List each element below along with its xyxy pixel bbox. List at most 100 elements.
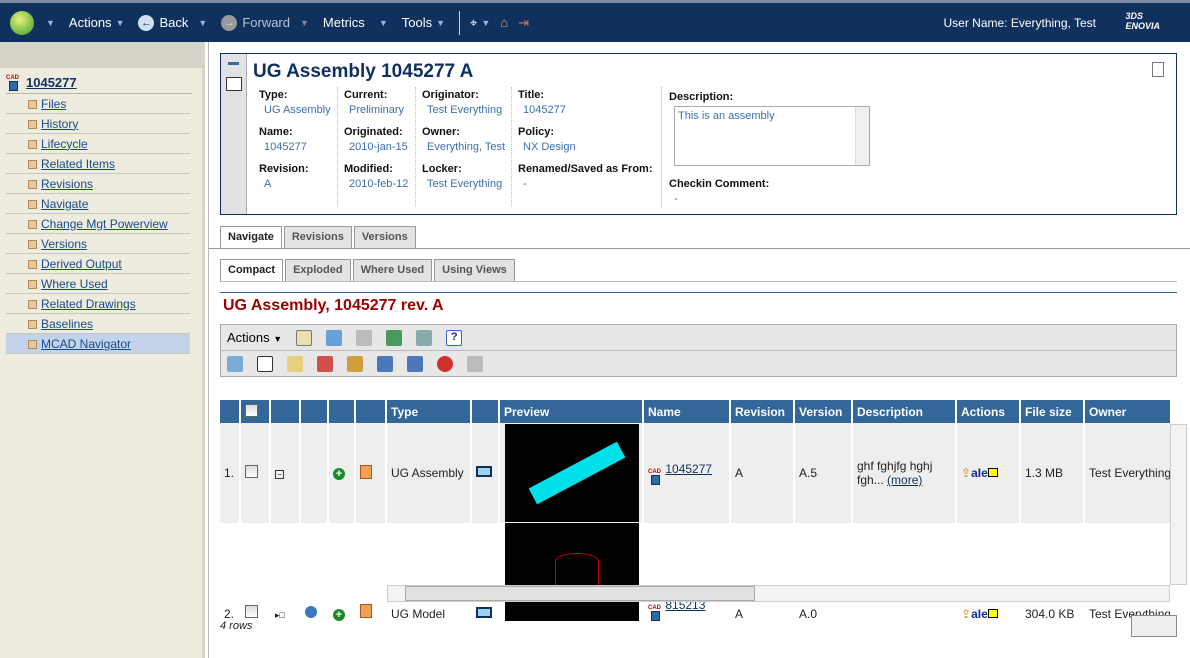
sidebar-item-label[interactable]: Change Mgt Powerview — [41, 216, 168, 231]
sidebar-item-label[interactable]: Baselines — [41, 316, 94, 331]
sidebar-item-label[interactable]: Navigate — [41, 196, 89, 211]
search-binoculars-icon[interactable]: ⌖ — [470, 14, 478, 30]
column-header[interactable] — [300, 400, 329, 423]
print-icon[interactable] — [356, 329, 373, 346]
checkin-icon[interactable]: ⇪ — [961, 607, 972, 621]
select-all-checkbox[interactable] — [245, 403, 258, 417]
sidebar-item[interactable]: History — [6, 114, 190, 134]
add-icon[interactable]: + — [333, 468, 345, 480]
sidebar-item[interactable]: Revisions — [6, 174, 190, 194]
help-icon[interactable]: ? — [446, 329, 463, 346]
column-header[interactable] — [471, 400, 500, 423]
export-icon[interactable] — [386, 329, 403, 346]
tree-icon[interactable] — [407, 356, 423, 372]
toolbar-actions-menu[interactable]: Actions ▼ — [227, 330, 283, 345]
link-icon[interactable] — [305, 606, 317, 618]
checkin-icon[interactable]: ⇪ — [961, 466, 972, 480]
tools-icon[interactable] — [416, 329, 433, 346]
rename-icon[interactable]: aIe — [971, 607, 988, 621]
page-icon[interactable] — [1152, 62, 1164, 77]
sort-icon[interactable] — [317, 356, 333, 372]
edit-icon[interactable] — [287, 356, 303, 372]
subtab[interactable]: Compact — [220, 259, 284, 281]
sidebar-item-label[interactable]: Derived Output — [41, 256, 122, 271]
properties-icon[interactable] — [226, 77, 242, 91]
expand-node-icon[interactable]: ▸□ — [275, 610, 285, 620]
sidebar-item[interactable]: Related Drawings — [6, 294, 190, 314]
sidebar-item[interactable]: Files — [6, 94, 190, 114]
views-icon[interactable] — [476, 466, 492, 477]
expand-all-icon[interactable] — [467, 356, 483, 372]
sidebar-item[interactable]: Versions — [6, 234, 190, 254]
add-icon[interactable]: + — [333, 609, 345, 621]
sidebar-item[interactable]: Baselines — [6, 314, 190, 334]
tree-down-icon[interactable] — [377, 356, 393, 372]
tools-menu[interactable]: Tools ▼ — [401, 15, 446, 30]
collapse-node-icon[interactable]: − — [275, 470, 284, 479]
column-header[interactable]: File size — [1020, 400, 1085, 423]
row-checkbox[interactable] — [245, 605, 258, 618]
sidebar-item[interactable]: Derived Output — [6, 254, 190, 274]
subtab[interactable]: Where Used — [352, 259, 433, 281]
tab[interactable]: Versions — [353, 226, 416, 248]
scroll-thumb[interactable] — [405, 586, 755, 601]
preview-image[interactable] — [505, 523, 639, 621]
column-header[interactable]: Preview — [499, 400, 644, 423]
sidebar-item-label[interactable]: Related Drawings — [41, 296, 136, 311]
rename-icon[interactable]: aIe — [971, 466, 988, 480]
view-toggle-button[interactable] — [1131, 615, 1177, 637]
actions-menu[interactable]: Actions ▼ — [68, 15, 125, 30]
column-header[interactable]: Actions — [956, 400, 1021, 423]
column-header[interactable]: Version — [794, 400, 853, 423]
clipboard-icon[interactable] — [360, 604, 372, 618]
column-header[interactable] — [355, 400, 387, 423]
sidebar-item-label[interactable]: Where Used — [41, 276, 108, 291]
sidebar-item[interactable]: Lifecycle — [6, 134, 190, 154]
name-link[interactable]: 1045277 — [665, 461, 713, 476]
sidebar-item[interactable]: Related Items — [6, 154, 190, 174]
metrics-menu[interactable]: Metrics ▼ — [322, 15, 388, 30]
forward-button[interactable]: → Forward ▼ — [221, 14, 309, 31]
expand-icon[interactable] — [227, 356, 243, 372]
tab[interactable]: Navigate — [220, 226, 282, 248]
sidebar-item[interactable]: Where Used — [6, 274, 190, 294]
column-header[interactable]: Revision — [730, 400, 795, 423]
column-header[interactable] — [240, 400, 271, 423]
copy-icon[interactable] — [296, 329, 313, 346]
sidebar-item-label[interactable]: Lifecycle — [41, 136, 88, 151]
sidebar-item[interactable]: Change Mgt Powerview — [6, 214, 190, 234]
collapse-icon[interactable] — [228, 62, 239, 65]
description-field[interactable]: This is an assembly — [674, 106, 870, 166]
sidebar-root-item[interactable]: CAD 1045277 — [6, 72, 192, 94]
root-link[interactable]: 1045277 — [26, 75, 77, 90]
description-scrollbar[interactable] — [855, 107, 869, 165]
app-logo-icon[interactable] — [10, 10, 34, 35]
more-link[interactable]: (more) — [887, 473, 923, 487]
clipboard-icon[interactable] — [360, 464, 372, 479]
chart-icon[interactable] — [437, 356, 453, 372]
column-header[interactable]: Description — [852, 400, 957, 423]
subtab[interactable]: Exploded — [285, 259, 351, 281]
sidebar-item-label[interactable]: Related Items — [41, 156, 116, 171]
sidebar-item[interactable]: MCAD Navigator — [6, 334, 190, 354]
preview-image[interactable] — [505, 424, 639, 522]
structure-icon[interactable] — [326, 329, 343, 346]
sidebar-item-label[interactable]: Versions — [41, 236, 88, 251]
column-header[interactable]: Type — [386, 400, 472, 423]
sidebar-item[interactable]: Navigate — [6, 194, 190, 214]
column-header[interactable] — [270, 400, 301, 423]
column-header[interactable] — [328, 400, 356, 423]
unlock-icon[interactable] — [987, 468, 998, 477]
filter-icon[interactable] — [347, 356, 363, 372]
tab[interactable]: Revisions — [283, 226, 352, 248]
home-icon[interactable]: ⌂ — [500, 15, 509, 30]
vertical-scrollbar[interactable] — [1170, 424, 1187, 585]
column-header[interactable]: Name — [643, 400, 731, 423]
views-icon[interactable] — [476, 607, 492, 618]
refresh-icon[interactable] — [257, 356, 273, 372]
sidebar-item-label[interactable]: History — [41, 116, 79, 131]
column-header[interactable] — [220, 400, 241, 423]
horizontal-scrollbar[interactable] — [387, 585, 1170, 602]
unlock-icon[interactable] — [987, 609, 998, 618]
logout-icon[interactable]: ⇥ — [518, 14, 530, 30]
